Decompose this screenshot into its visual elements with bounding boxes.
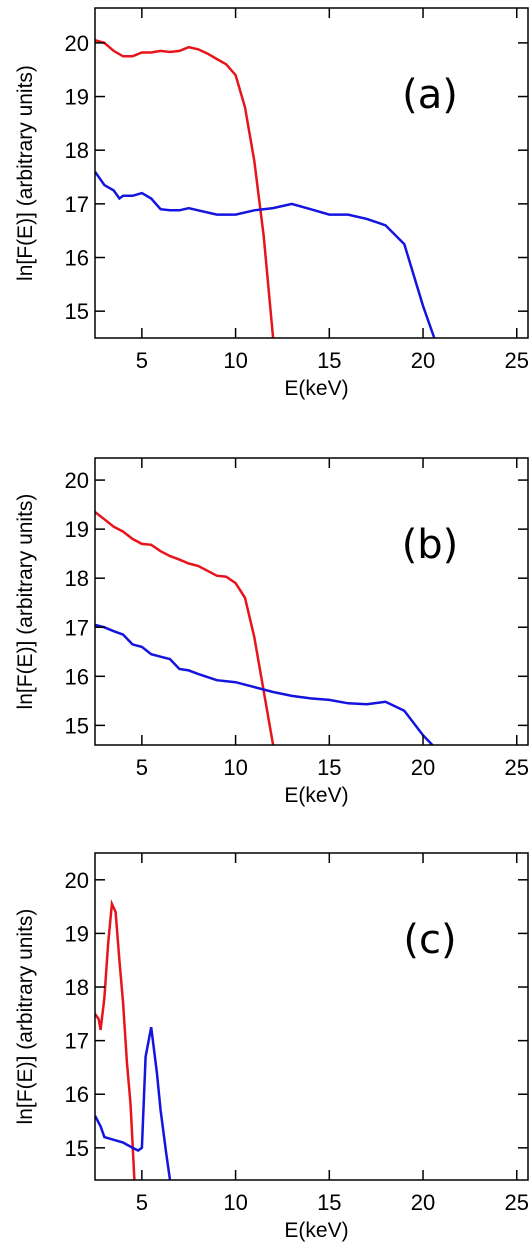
x-tick-label: 5: [136, 755, 148, 780]
plot-frame: [94, 852, 529, 1181]
panel-label: (c): [403, 917, 456, 963]
y-tick-label: 16: [65, 1082, 89, 1107]
y-axis-title: ln[F(E)] (arbitrary units): [14, 909, 37, 1125]
y-tick-label: 19: [65, 517, 89, 542]
y-tick-label: 16: [65, 664, 89, 689]
y-tick-label: 17: [65, 1029, 89, 1054]
x-axis-title: E(keV): [284, 377, 348, 400]
panel-label: (a): [402, 72, 458, 118]
y-tick-label: 18: [65, 975, 89, 1000]
y-tick-label: 19: [65, 921, 89, 946]
x-tick-label: 15: [317, 348, 341, 373]
plot-frame: [94, 457, 529, 746]
x-tick-label: 15: [317, 755, 341, 780]
y-tick-label: 20: [65, 31, 89, 56]
x-axis-title: E(keV): [284, 784, 348, 807]
y-tick-label: 17: [65, 615, 89, 640]
x-tick-label: 5: [136, 348, 148, 373]
y-axis-title: ln[F(E)] (arbitrary units): [14, 65, 37, 281]
y-tick-label: 15: [65, 299, 89, 324]
y-tick-label: 15: [65, 713, 89, 738]
x-axis-title: E(keV): [284, 1219, 348, 1242]
y-tick-label: 18: [65, 566, 89, 591]
x-tick-label: 20: [411, 1190, 435, 1215]
panel: 5 10 15 20 25 15 16 17 18 19 20 E(keV) ln[F(E)] (arb…: [14, 7, 529, 400]
x-tick-label: 20: [411, 348, 435, 373]
panel: 5 10 15 20 25 15 16 17 18 19 20 E(keV) ln[F(E)] (arb…: [14, 852, 529, 1242]
data-line: [95, 899, 136, 1180]
y-tick-label: 20: [65, 868, 89, 893]
x-tick-label: 10: [223, 755, 247, 780]
y-tick-label: 18: [65, 138, 89, 163]
data-line: [95, 170, 436, 338]
data-line: [95, 38, 275, 338]
y-tick-label: 15: [65, 1136, 89, 1161]
x-tick-label: 15: [317, 1190, 341, 1215]
y-tick-label: 20: [65, 468, 89, 493]
x-tick-label: 10: [223, 348, 247, 373]
x-tick-label: 25: [505, 1190, 529, 1215]
y-tick-label: 19: [65, 85, 89, 110]
panel: 5 10 15 20 25 15 16 17 18 19 20 E(keV) ln[F(E)] (arb…: [14, 457, 529, 807]
x-tick-label: 5: [136, 1190, 148, 1215]
data-line: [95, 511, 275, 745]
data-line: [95, 1026, 172, 1180]
panel-label: (b): [402, 522, 459, 568]
plot-frame: [94, 7, 529, 339]
y-axis-title: ln[F(E)] (arbitrary units): [14, 494, 37, 710]
x-tick-label: 25: [505, 348, 529, 373]
x-tick-label: 10: [223, 1190, 247, 1215]
y-tick-label: 16: [65, 246, 89, 271]
y-tick-label: 17: [65, 192, 89, 217]
data-line: [95, 623, 434, 745]
x-tick-label: 25: [505, 755, 529, 780]
x-tick-label: 20: [411, 755, 435, 780]
